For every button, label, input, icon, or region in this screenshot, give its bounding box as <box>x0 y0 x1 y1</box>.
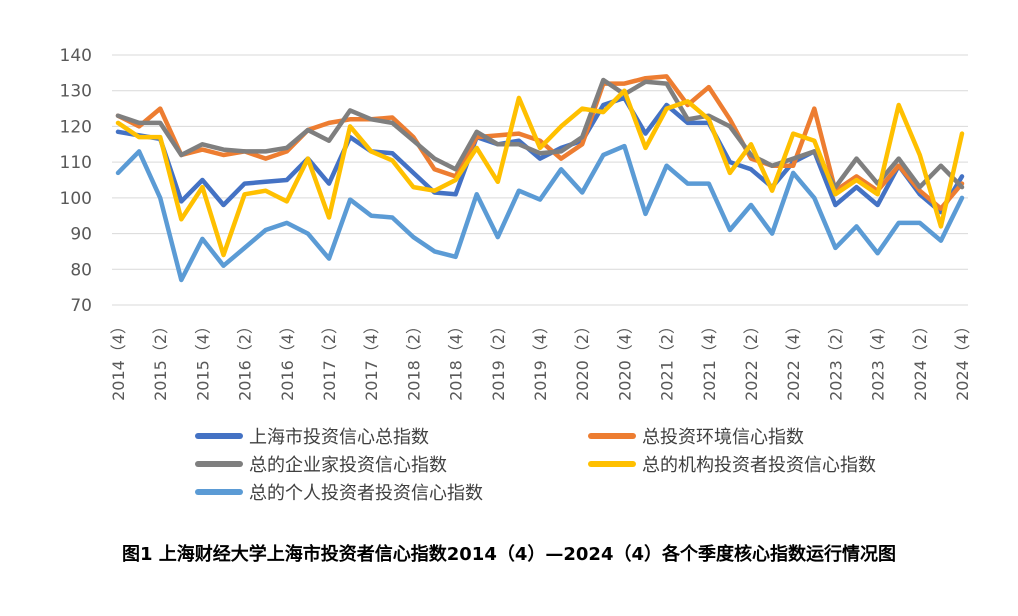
x-tick-label: 2017（2） <box>320 318 339 401</box>
x-tick-label: 2022（4） <box>784 318 803 401</box>
legend-item-total-index: 上海市投资信心总指数 <box>195 424 429 448</box>
x-tick-label: 2016（4） <box>278 318 297 401</box>
x-tick-label: 2019（2） <box>489 318 508 401</box>
y-tick-label: 110 <box>60 153 92 173</box>
legend-label: 总投资环境信心指数 <box>642 427 804 448</box>
x-tick-label: 2023（4） <box>869 318 888 401</box>
x-tick-label: 2017（4） <box>362 318 381 401</box>
legend-swatch <box>195 489 243 495</box>
x-tick-label: 2019（4） <box>531 318 550 401</box>
line-chart: 70 80 90 100 110 120 130 140 2014（4） 2015（2） 2015… <box>60 46 972 401</box>
x-tick-label: 2015（2） <box>151 318 170 401</box>
legend-item-environment-index: 总投资环境信心指数 <box>588 424 804 448</box>
series-lines <box>115 74 965 283</box>
y-tick-label: 130 <box>60 82 92 102</box>
x-tick-label: 2018（2） <box>404 318 423 401</box>
legend-swatch <box>588 461 636 467</box>
series-line-4 <box>115 143 965 283</box>
legend-label: 上海市投资信心总指数 <box>249 427 429 448</box>
x-tick-label: 2024（2） <box>911 318 930 401</box>
y-tick-label: 100 <box>60 189 92 209</box>
x-tick-label: 2022（2） <box>742 318 761 401</box>
y-tick-label: 120 <box>60 117 92 137</box>
y-axis: 70 80 90 100 110 120 130 140 <box>60 46 92 316</box>
legend-label: 总的企业家投资信心指数 <box>249 455 447 476</box>
legend-swatch <box>195 461 243 467</box>
x-tick-label: 2020（2） <box>573 318 592 401</box>
legend-swatch <box>588 433 636 439</box>
legend: 上海市投资信心总指数 总投资环境信心指数 总的企业家投资信心指数 总的机构投资者… <box>195 420 955 520</box>
x-tick-label: 2018（4） <box>447 318 466 401</box>
x-tick-label: 2020（4） <box>615 318 634 401</box>
series-line-2 <box>115 77 965 190</box>
series-line-1 <box>115 74 965 211</box>
legend-item-institutional-index: 总的机构投资者投资信心指数 <box>588 452 876 476</box>
x-tick-label: 2021（2） <box>658 318 677 401</box>
grid-lines <box>112 54 968 306</box>
legend-label: 总的个人投资者投资信心指数 <box>249 483 483 504</box>
x-tick-label: 2015（4） <box>193 318 212 401</box>
y-tick-label: 140 <box>60 46 92 66</box>
x-tick-label: 2016（2） <box>236 318 255 401</box>
y-tick-label: 70 <box>70 296 92 316</box>
x-tick-label: 2021（4） <box>700 318 719 401</box>
legend-label: 总的机构投资者投资信心指数 <box>642 455 876 476</box>
legend-item-individual-index: 总的个人投资者投资信心指数 <box>195 480 483 504</box>
series-line-0 <box>115 95 965 215</box>
y-tick-label: 90 <box>70 225 92 245</box>
x-tick-label: 2023（2） <box>826 318 845 401</box>
legend-item-entrepreneur-index: 总的企业家投资信心指数 <box>195 452 447 476</box>
legend-swatch <box>195 433 243 439</box>
y-tick-label: 80 <box>70 260 92 280</box>
x-tick-label: 2014（4） <box>109 318 128 401</box>
figure-caption: 图1 上海财经大学上海市投资者信心指数2014（4）—2024（4）各个季度核心… <box>121 544 897 565</box>
series-line-3 <box>115 88 965 258</box>
x-tick-label: 2024（4） <box>953 318 972 401</box>
x-axis: 2014（4） 2015（2） 2015（4） 2016（2） 2016（4） 2017（… <box>109 318 972 401</box>
